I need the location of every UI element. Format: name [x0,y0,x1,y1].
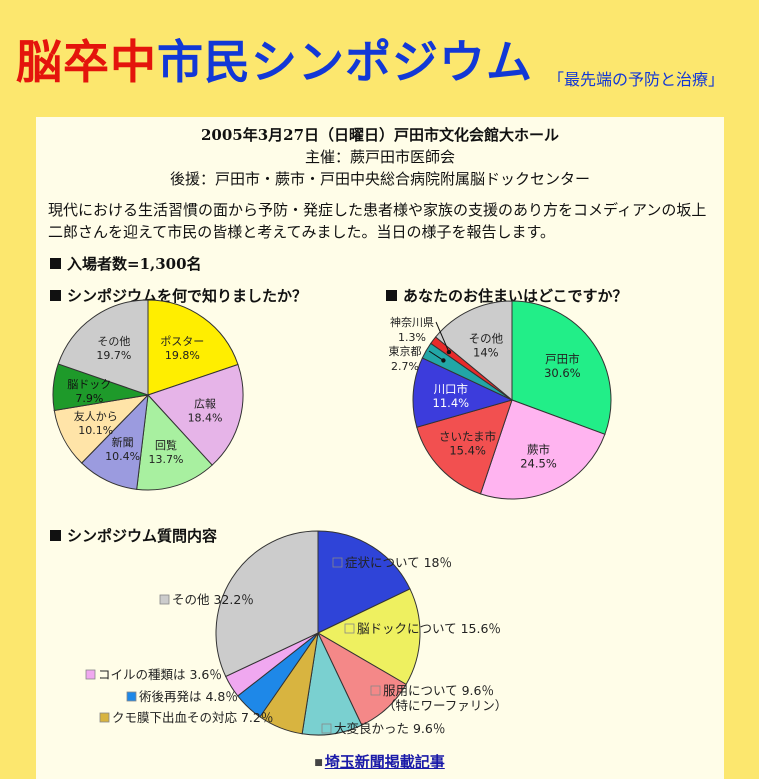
data-label: 脳ドック 7.9% [67,378,111,405]
leader-line [435,321,450,353]
link-bullet-icon: ■ [314,758,323,768]
legend-swatch [99,712,110,723]
square-bullet-icon [50,530,61,541]
pie-slice [511,300,612,435]
legend-label: （特にワーファリン） [383,698,507,713]
data-label: ポスター 19.8% [160,335,204,362]
page-subtitle: 「最先端の予防と治療」 [548,70,725,89]
legend-label: 大変良かった 9.6％ [334,721,445,736]
data-label: 回覧 13.7% [149,438,184,466]
legend-label: 術後再発は 4.8％ [139,689,238,704]
chart1-title: シンポジウムを何で知りましたか？ [67,287,308,305]
data-label: 戸田市 30.6% [544,352,581,380]
data-label: 友人から 10.1% [74,409,118,437]
chart3-heading: シンポジウム質問内容 [50,525,217,546]
page-title-blue: 市民シンポジウム [157,35,533,89]
intro-text: 現代における生活習慣の面から予防・発症した患者様や家族の支援のあり方をコメディア… [48,201,707,241]
data-label: その他 14% [469,331,504,359]
leader-dot [441,358,446,363]
attendance-heading: 入場者数=1,300名 [50,253,202,274]
pie-slice [57,299,149,396]
legend-swatch [321,723,332,734]
pie-slice [136,393,213,491]
data-label: さいたま市 15.4% [439,429,496,457]
chart2-heading: あなたのお住まいはどこですか？ [386,285,628,306]
legend-label: クモ膜下出血その対応 7.2％ [112,710,273,725]
legend-swatch [370,685,381,696]
legend-swatch [159,594,170,605]
page-title: 脳卒中市民シンポジウム [16,34,533,90]
pie-slice [479,399,606,500]
pie-slice [412,357,514,428]
legend-label: 症状について 18％ [345,555,452,570]
pie-slice [317,530,411,634]
legend-label: コイルの種類は 3.6％ [98,667,222,682]
pie-slice [316,588,421,686]
data-label: 広報 18.4% [188,398,223,425]
data-label: その他 19.7% [96,335,131,362]
event-date-venue: 2005年3月27日（日曜日）戸田市文化会館大ホール [200,126,560,144]
pie-slice [215,530,319,678]
square-bullet-icon [50,258,61,269]
pie-slice [147,299,239,396]
chart1-heading: シンポジウムを何で知りましたか？ [50,285,307,306]
attendance-text: 入場者数=1,300名 [67,255,202,273]
square-bullet-icon [50,290,61,301]
data-label: 神奈川県 1.3% [390,315,434,344]
pie-slice [434,300,513,402]
data-label: 東京都 2.7% [389,344,422,373]
chart2-title: あなたのお住まいはどこですか？ [403,287,628,305]
event-sponsors: 後援：戸田市・蕨市・戸田中央総合病院附属脳ドックセンター [169,170,590,188]
legend-label: 服用について 9.6％ [383,683,494,698]
legend-swatch [85,669,96,680]
leader-line [428,350,444,361]
pie-slice [416,399,513,495]
leader-dot [446,349,452,355]
legend-swatch [332,557,343,568]
pie-slice [147,363,244,466]
data-label: 蕨市 24.5% [520,442,557,470]
legend-swatch [344,623,355,634]
newspaper-article-link[interactable]: 埼玉新聞掲載記事 [324,753,445,771]
square-bullet-icon [386,290,397,301]
data-label: 新聞 10.4% [105,435,140,463]
legend-label: その他 32.2％ [172,592,254,607]
legend-swatch [126,691,137,702]
newspaper-link-row: ■ 埼玉新聞掲載記事 [0,751,759,772]
legend-label: 脳ドックについて 15.6％ [357,621,501,636]
data-label: 川口市 11.4% [433,382,470,410]
page-title-red: 脳卒中 [16,35,157,89]
chart3-title: シンポジウム質問内容 [67,527,218,545]
event-organizer: 主催：蕨戸田市医師会 [304,148,455,166]
